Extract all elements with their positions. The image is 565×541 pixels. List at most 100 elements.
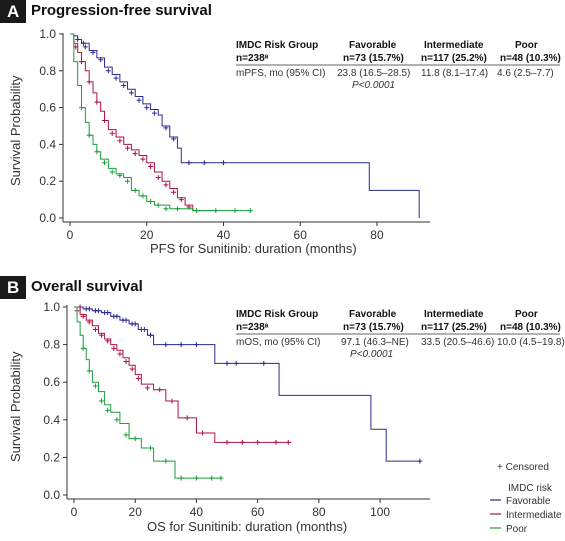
panel-a-censor-mark-favorable xyxy=(98,57,104,63)
panel-a-censor-mark-intermediate xyxy=(86,79,92,85)
panel-a-censor-mark-poor xyxy=(79,105,85,111)
legend-label-favorable: Favorable xyxy=(506,496,551,507)
panel-a-y-tick-label: 1.0 xyxy=(39,27,56,41)
panel-b-x-tick-label: 20 xyxy=(129,505,143,519)
panel-b-y-tick-label: 0.2 xyxy=(43,450,60,464)
panel-b-x-axis-title: OS for Sunitinib: duration (months) xyxy=(147,519,347,534)
panel-a-table-header-poor: Poor xyxy=(515,40,538,51)
panel-b-table-n-total: n=238ᵃ xyxy=(236,322,269,333)
panel-a-censor-mark-intermediate xyxy=(155,175,161,181)
panel-b-censor-mark-intermediate xyxy=(239,439,245,445)
panel-b-censor-mark-intermediate xyxy=(117,351,123,357)
panel-b-censor-mark-favorable xyxy=(132,321,138,327)
panel-b-table-metric-favorable: 97.1 (46.3–NE) xyxy=(341,337,409,348)
panel-a-censor-mark-intermediate xyxy=(102,117,108,123)
panel-a-censor-mark-favorable xyxy=(82,44,88,50)
panel-a-table-metric-favorable: 23.8 (16.5–28.5) xyxy=(337,68,410,79)
panel-a-censor-mark-intermediate xyxy=(94,99,100,105)
panel-b-censor-mark-intermediate xyxy=(99,332,105,338)
panel-a-x-tick-label: 60 xyxy=(294,228,308,242)
panel-a-y-tick-label: 0.4 xyxy=(39,137,56,151)
panel-a-table-header-favorable: Favorable xyxy=(349,40,397,51)
panel-b-label: B xyxy=(7,278,19,297)
panel-b-stats-table: IMDC Risk Group Favorable Intermediate P… xyxy=(236,309,565,360)
panel-b-curve-poor xyxy=(74,306,221,479)
panel-b-censor-mark-poor xyxy=(114,417,120,423)
panel-a-table-metric-poor: 4.6 (2.5–7.7) xyxy=(497,68,554,79)
panel-b-y-tick-label: 0.8 xyxy=(43,338,60,352)
panel-b-x-tick-label: 40 xyxy=(190,505,204,519)
panel-a-censor-mark-poor xyxy=(109,169,115,175)
panel-a-ticks: 0.0 0.2 0.4 0.6 0.8 1.0 0 20 40 60 80 xyxy=(39,27,384,242)
panel-a-censor-mark-poor xyxy=(140,193,146,199)
panel-a-censor-mark-favorable xyxy=(144,105,150,111)
panel-b-y-tick-label: 1.0 xyxy=(43,300,60,314)
legend: + Censored IMDC risk Favorable Intermedi… xyxy=(490,462,562,535)
panel-b-censor-mark-intermediate xyxy=(224,439,230,445)
panel-a-censor-mark-favorable xyxy=(75,37,81,43)
panel-a-y-tick-label: 0.2 xyxy=(39,174,56,188)
panel-b-censor-mark-intermediate xyxy=(273,439,279,445)
panel-b-x-tick-label: 80 xyxy=(312,505,326,519)
panel-a-censor-mark-favorable xyxy=(90,49,96,55)
panel-b-label-box xyxy=(0,276,26,299)
panel-b-censor-mark-poor xyxy=(80,345,86,351)
panel-b-censor-mark-favorable xyxy=(148,332,154,338)
panel-a-censor-mark-poor xyxy=(102,160,108,166)
panel-b-series xyxy=(74,304,423,481)
panel-a-censor-mark-poor xyxy=(163,206,169,212)
panel-a-table-n-total: n=238ᵃ xyxy=(236,53,269,64)
panel-b: B Overall survival 0.0 0.2 0.4 0.6 0.8 1.0 0 20… xyxy=(0,276,565,534)
panel-b-censor-mark-favorable xyxy=(233,360,239,366)
panel-b-censor-mark-poor xyxy=(193,475,199,481)
panel-a-censor-mark-poor xyxy=(155,202,161,208)
panel-b-censor-mark-favorable xyxy=(417,458,423,464)
panel-b-censor-mark-intermediate xyxy=(80,313,86,319)
panel-a-y-tick-label: 0.8 xyxy=(39,64,56,78)
panel-a-censor-mark-poor xyxy=(125,178,131,184)
panel-a-censor-mark-favorable xyxy=(105,68,111,74)
panel-b-censor-mark-favorable xyxy=(224,360,230,366)
panel-a-censor-mark-intermediate xyxy=(163,182,169,188)
panel-b-censor-mark-intermediate xyxy=(144,385,150,391)
panel-b-censor-mark-intermediate xyxy=(92,327,98,333)
panel-a-curve-poor xyxy=(70,33,251,212)
panel-a-table-metric-label: mPFS, mo (95% CI) xyxy=(236,68,325,79)
panel-b-censor-mark-poor xyxy=(99,398,105,404)
panel-b-censor-mark-intermediate xyxy=(86,319,92,325)
panel-b-x-tick-label: 0 xyxy=(71,505,78,519)
panel-b-censor-mark-favorable xyxy=(86,306,92,312)
panel-a-censor-mark-favorable xyxy=(201,160,207,166)
panel-a-censor-mark-favorable xyxy=(113,75,119,81)
panel-b-table-header-intermediate: Intermediate xyxy=(424,309,484,320)
panel-b-table-p-value: P<0.0001 xyxy=(350,349,393,360)
panel-b-censor-mark-poor xyxy=(148,445,154,451)
panel-b-x-tick-label: 100 xyxy=(370,505,390,519)
legend-title: IMDC risk xyxy=(508,483,553,494)
panel-b-censor-mark-favorable xyxy=(105,310,111,316)
panel-a-censor-mark-poor xyxy=(213,208,219,214)
panel-a-table-header-intermediate: Intermediate xyxy=(424,40,484,51)
panel-a-x-axis-title: PFS for Sunitinib: duration (months) xyxy=(150,241,357,256)
panel-a-censor-mark-poor xyxy=(86,132,92,138)
panel-b-censor-mark-poor xyxy=(132,436,138,442)
panel-b-y-tick-label: 0.6 xyxy=(43,375,60,389)
panel-b-y-tick-label: 0.0 xyxy=(43,488,60,502)
panel-b-censor-mark-intermediate xyxy=(255,439,261,445)
panel-a-x-tick-label: 0 xyxy=(67,228,74,242)
panel-a-censor-mark-intermediate xyxy=(132,151,138,157)
panel-b-censor-mark-poor xyxy=(105,407,111,413)
panel-b-censor-mark-intermediate xyxy=(169,398,175,404)
panel-a-censor-mark-favorable xyxy=(80,40,86,46)
panel-a-table-n-favorable: n=73 (15.7%) xyxy=(343,53,404,64)
panel-a-label-box xyxy=(0,0,26,23)
panel-b-censor-mark-poor xyxy=(92,383,98,389)
panel-a-table-metric-intermediate: 11.8 (8.1–17.4) xyxy=(421,68,488,79)
panel-b-censor-mark-intermediate xyxy=(157,387,163,393)
panel-a-table-p-value: P<0.0001 xyxy=(352,80,395,91)
panel-a-censor-mark-favorable xyxy=(151,110,157,116)
panel-a-censor-mark-poor xyxy=(174,206,180,212)
panel-a-censor-mark-poor xyxy=(94,149,100,155)
panel-a-censor-mark-intermediate xyxy=(148,163,154,169)
